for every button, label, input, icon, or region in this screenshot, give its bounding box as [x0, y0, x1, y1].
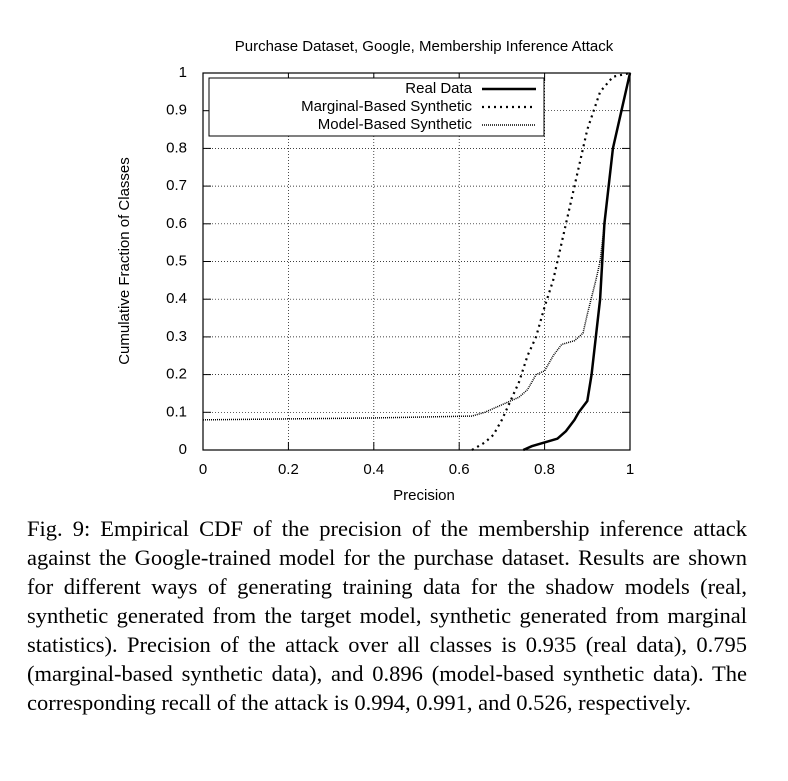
chart-title: Purchase Dataset, Google, Membership Inf… — [235, 38, 614, 55]
x-tick-label: 0.2 — [278, 461, 299, 478]
series-line — [202, 72, 631, 421]
caption: Fig. 9: Empirical CDF of the precision o… — [27, 516, 747, 715]
legend-label: Model-Based Synthetic — [318, 116, 473, 133]
x-tick-label: 1 — [626, 461, 634, 478]
x-tick-label: 0 — [199, 461, 207, 478]
series-line — [522, 72, 632, 452]
y-tick-label: 0.7 — [166, 177, 187, 194]
legend-label: Real Data — [405, 80, 472, 97]
y-tick-label: 0.4 — [166, 290, 187, 307]
y-tick-label: 0.3 — [166, 328, 187, 345]
chart: Purchase Dataset, Google, Membership Inf… — [116, 38, 634, 504]
legend-label: Marginal-Based Synthetic — [301, 98, 472, 115]
x-tick-label: 0.8 — [534, 461, 555, 478]
y-tick-label: 0.1 — [166, 403, 187, 420]
y-tick-label: 0.6 — [166, 215, 187, 232]
plot-frame — [202, 72, 631, 451]
y-tick-label: 0.8 — [166, 139, 187, 156]
series-line — [471, 71, 631, 451]
x-axis-label: Precision — [393, 487, 455, 504]
x-tick-label: 0.6 — [449, 461, 470, 478]
y-tick-label: 1 — [179, 64, 187, 81]
y-tick-label: 0.9 — [166, 102, 187, 119]
y-tick-label: 0.5 — [166, 252, 187, 269]
x-tick-label: 0.4 — [363, 461, 384, 478]
y-tick-label: 0 — [179, 441, 187, 458]
y-axis-label: Cumulative Fraction of Classes — [116, 157, 133, 365]
y-tick-label: 0.2 — [166, 366, 187, 383]
